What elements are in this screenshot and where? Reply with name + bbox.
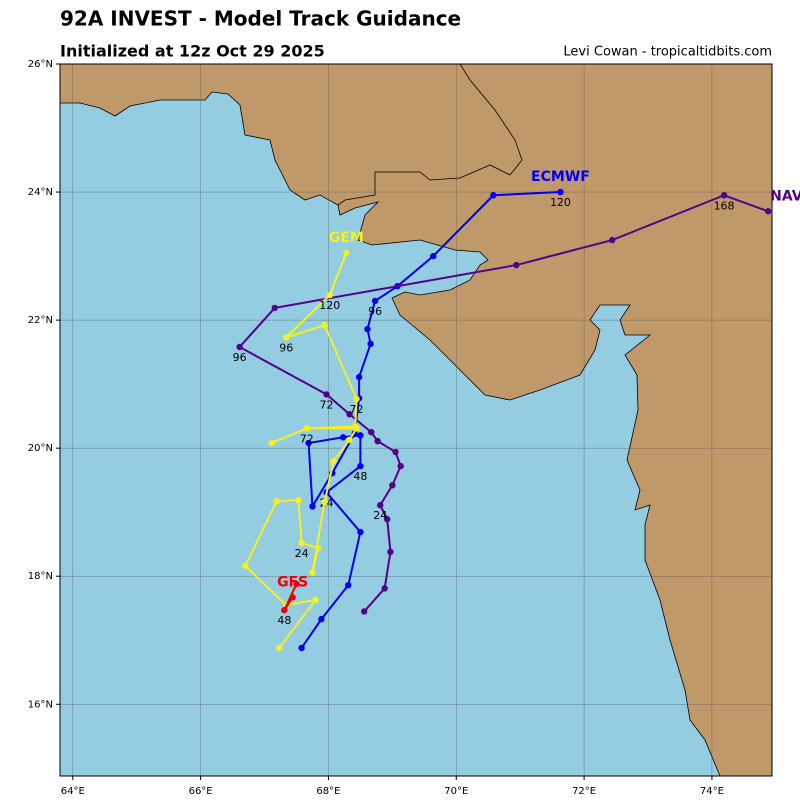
y-tick-label: 24°N [28,187,53,198]
track-point [387,548,394,556]
hour-label: 96 [368,305,382,318]
model-name: GFS [277,574,308,590]
hour-label: 96 [233,351,247,364]
y-tick-label: 22°N [28,315,53,326]
track-point [323,391,330,398]
y-tick-label: 20°N [28,443,53,454]
hour-label: 48 [277,614,291,627]
track-point [339,434,347,441]
track-point [346,411,353,418]
track-point [720,192,728,199]
track-point [557,188,564,196]
model-name: ECMWF [531,169,590,185]
track-point [293,580,300,588]
y-tick-label: 16°N [28,699,53,710]
track-point [397,462,404,470]
hour-label: 72 [350,403,364,416]
x-tick-label: 74°E [700,786,724,797]
track-point [318,615,325,623]
track-point [490,192,497,199]
hour-label: 168 [714,199,735,212]
track-point [353,395,360,403]
track-point [345,581,352,589]
x-tick-label: 66°E [189,786,213,797]
track-point [392,448,399,456]
track-point [315,544,322,552]
track-point [321,322,328,329]
track-point [374,437,381,445]
x-tick-label: 64°E [61,786,85,797]
track-point [355,373,363,381]
track-point [368,428,375,436]
track-point [381,585,388,592]
track-point [377,501,384,509]
frame [59,63,773,777]
track-point [289,594,296,601]
track-point [281,606,288,614]
track-point [389,482,396,489]
track-point [309,569,316,576]
track-point [268,439,275,447]
track-point [357,528,364,536]
subtitle: Initialized at 12z Oct 29 2025 [60,42,325,61]
track-point [384,516,391,523]
track-point [513,261,520,269]
hour-label: 48 [353,470,367,483]
hour-label: 72 [320,398,334,411]
hour-label: 96 [279,341,293,354]
track-point [273,498,280,505]
credit: Levi Cowan - tropicaltidbits.com [563,45,772,60]
x-tick-label: 72°E [572,786,596,797]
track-point [346,436,353,444]
hour-label: 120 [319,299,340,312]
track-point [321,498,328,506]
track-point [242,562,249,570]
y-tick-label: 26°N [28,59,53,70]
track-point [312,596,319,604]
track-point [764,208,772,215]
track-point [236,343,243,351]
hour-label: 24 [295,547,309,560]
track-point [283,334,290,341]
track-point [305,439,312,447]
track-point [430,252,437,260]
track-point [609,236,616,244]
model-name: GEM [329,230,364,246]
land [60,64,772,776]
hour-label: 24 [373,509,387,522]
track-line [244,252,359,649]
track-point [343,249,350,257]
hour-label: 120 [550,196,571,209]
x-tick-label: 68°E [316,786,340,797]
track-point [326,291,333,299]
track-point [364,325,371,333]
track-line [238,194,769,613]
track-point [361,608,368,615]
track-point [367,340,374,348]
track-point [271,304,278,312]
y-tick-label: 18°N [28,571,53,582]
track-point [371,297,379,305]
track-point [295,496,302,504]
track-point [330,457,337,465]
x-tick-label: 70°E [444,786,468,797]
hour-label: 72 [300,432,314,445]
track-point [276,644,283,652]
track-point [352,423,359,430]
coastline [337,64,523,206]
track-point [309,503,316,510]
track-point [357,462,364,470]
track-point [298,644,305,652]
track-point [303,425,310,432]
track-point [298,539,305,547]
title: 92A INVEST - Model Track Guidance [60,7,461,31]
track-point [357,432,364,439]
model-name: NAV [770,188,800,204]
